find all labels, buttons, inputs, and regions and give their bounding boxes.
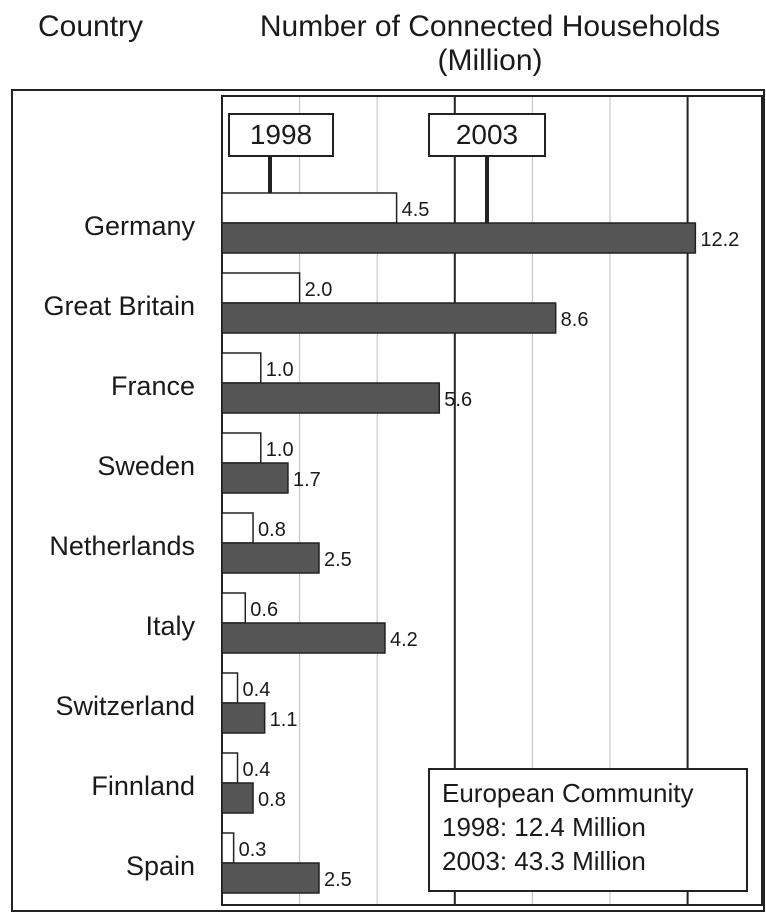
bar-1998	[221, 832, 235, 864]
bar-1998	[221, 752, 239, 784]
bar-1998	[221, 512, 254, 544]
category-label: Switzerland	[55, 691, 195, 721]
labels-layer: 4.5 12.2 Germany 2.0 8.6 Great Britain 1.0 5.6 F…	[43, 199, 739, 891]
value-label-1998: 1.0	[266, 439, 294, 461]
bar-1998	[221, 352, 262, 384]
value-label-2003: 0.8	[258, 789, 286, 811]
bar-1998	[221, 272, 301, 304]
legend-1998: 1998	[228, 113, 334, 157]
summary-1998: 1998: 12.4 Million	[442, 812, 646, 842]
bar-2003	[221, 702, 266, 734]
value-label-1998: 2.0	[305, 279, 333, 301]
country-axis-label: Country	[38, 10, 144, 43]
category-label: Germany	[84, 211, 196, 241]
bar-1998	[221, 432, 262, 464]
summary-title: European Community	[442, 778, 694, 808]
category-label: Netherlands	[49, 531, 195, 561]
category-label: Great Britain	[43, 291, 195, 321]
category-label: Finnland	[91, 771, 195, 801]
value-label-2003: 2.5	[324, 869, 352, 891]
value-label-2003: 1.7	[293, 469, 321, 491]
bar-2003	[221, 862, 320, 894]
plot-frame	[221, 95, 763, 906]
value-label-2003: 1.1	[270, 709, 298, 731]
value-label-1998: 4.5	[402, 199, 430, 221]
value-label-1998: 0.4	[243, 759, 271, 781]
european-community-summary: European Community 1998: 12.4 Million 20…	[428, 768, 748, 892]
category-label: Spain	[126, 851, 195, 881]
bar-2003	[221, 382, 441, 414]
bar-1998	[221, 672, 239, 704]
chart-title: Number of Connected Households (Million)	[259, 10, 721, 77]
bar-2003	[221, 222, 697, 254]
bar-2003	[221, 462, 289, 494]
category-label: France	[111, 371, 195, 401]
value-label-1998: 0.3	[239, 839, 267, 861]
summary-2003: 2003: 43.3 Million	[442, 846, 646, 876]
value-label-1998: 0.6	[250, 599, 278, 621]
value-label-1998: 1.0	[266, 359, 294, 381]
bar-2003	[221, 542, 320, 574]
value-label-2003: 8.6	[561, 309, 589, 331]
value-label-2003: 2.5	[324, 549, 352, 571]
outer-frame	[11, 89, 765, 912]
legend-2003: 2003	[428, 113, 546, 157]
category-label: Sweden	[97, 451, 195, 481]
value-label-2003: 5.6	[444, 389, 472, 411]
value-label-2003: 4.2	[390, 629, 418, 651]
category-label: Italy	[145, 611, 195, 641]
bar-2003	[221, 622, 386, 654]
bar-2003	[221, 782, 254, 814]
bar-1998	[221, 192, 398, 224]
value-label-1998: 0.4	[243, 679, 271, 701]
value-label-1998: 0.8	[258, 519, 286, 541]
bar-1998	[221, 592, 247, 624]
value-label-2003: 12.2	[700, 229, 739, 251]
bar-2003	[221, 302, 557, 334]
bars-layer	[221, 192, 697, 894]
